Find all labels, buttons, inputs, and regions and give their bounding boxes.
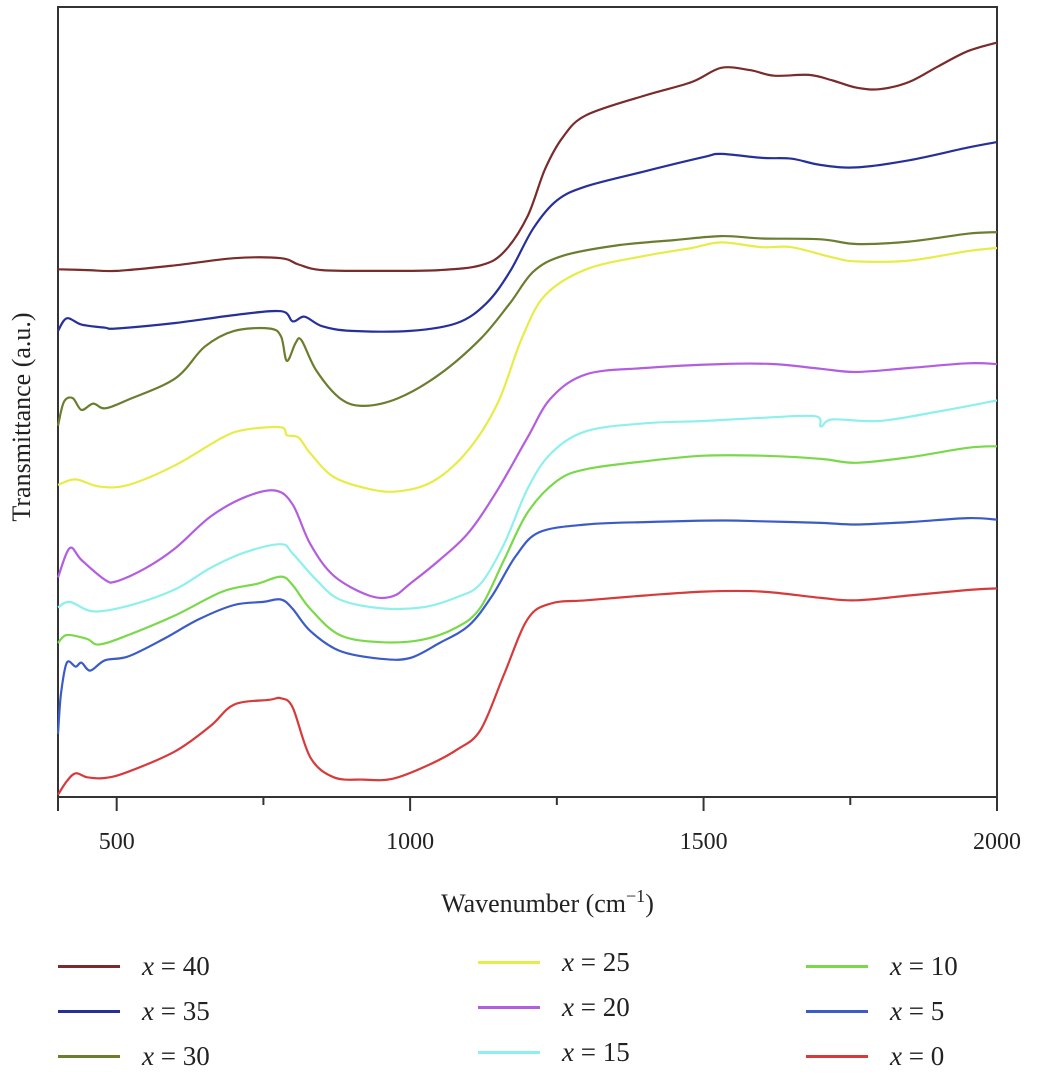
legend-item-x-25: x = 25: [478, 942, 630, 982]
legend-item-x-15: x = 15: [478, 1032, 630, 1072]
legend-label: x = 10: [890, 950, 958, 981]
legend-label: x = 5: [890, 995, 945, 1026]
x-axis-label-close: ): [645, 889, 654, 918]
legend-item-x-40: x = 40: [58, 946, 210, 986]
legend-item-x-35: x = 35: [58, 991, 210, 1031]
plot-frame: [57, 6, 998, 798]
x-axis-label: Wavenumber (cm−1): [441, 886, 654, 918]
series-line-x-40: [57, 41, 998, 273]
legend-swatch: [806, 964, 868, 968]
legend-label: x = 35: [142, 995, 210, 1026]
legend-swatch: [478, 1005, 540, 1009]
y-axis-label: Transmittance (a.u.): [7, 312, 36, 521]
legend-item-x-0: x = 0: [806, 1036, 944, 1076]
legend-swatch: [58, 1009, 120, 1013]
legend-label: x = 30: [142, 1040, 210, 1071]
legend-swatch: [806, 1054, 868, 1058]
legend-label: x = 0: [890, 1040, 945, 1071]
legend-item-x-5: x = 5: [806, 991, 944, 1031]
legend-swatch: [58, 964, 120, 968]
series-line-x-20: [56, 362, 998, 600]
series-line-x-5: [56, 516, 998, 734]
legend: x = 40 x = 35 x = 30 x = 25 x = 20 x = 15 x = …: [0, 940, 1046, 1071]
series-line-x-30: [56, 231, 998, 426]
series-line-x-35: [57, 141, 998, 333]
x-tick-label: 500: [99, 829, 135, 855]
legend-label: x = 25: [562, 946, 630, 977]
legend-item-x-10: x = 10: [806, 946, 958, 986]
legend-label: x = 20: [562, 991, 630, 1022]
series-line-x-10: [57, 445, 998, 646]
series-layer: [56, 41, 998, 796]
legend-label: x = 40: [142, 950, 210, 981]
x-axis-label-main: Wavenumber (cm: [441, 889, 626, 918]
legend-swatch: [806, 1009, 868, 1013]
legend-swatch: [478, 960, 540, 964]
ftir-chart: 500 1000 1500 2000 Wavenumber (cm−1) Transm…: [7, 6, 1021, 918]
series-line-x-0: [57, 587, 998, 796]
legend-label: x = 15: [562, 1036, 630, 1067]
x-axis-label-sup: −1: [626, 886, 645, 906]
legend-swatch: [478, 1050, 540, 1054]
legend-item-x-30: x = 30: [58, 1036, 210, 1076]
series-line-x-25: [57, 241, 998, 493]
legend-swatch: [58, 1054, 120, 1058]
x-tick-label: 2000: [973, 829, 1021, 855]
ticks-layer: 500 1000 1500 2000: [57, 797, 1021, 855]
legend-item-x-20: x = 20: [478, 987, 630, 1027]
x-tick-label: 1000: [386, 829, 434, 855]
x-tick-label: 1500: [680, 829, 728, 855]
series-line-x-15: [57, 399, 998, 613]
